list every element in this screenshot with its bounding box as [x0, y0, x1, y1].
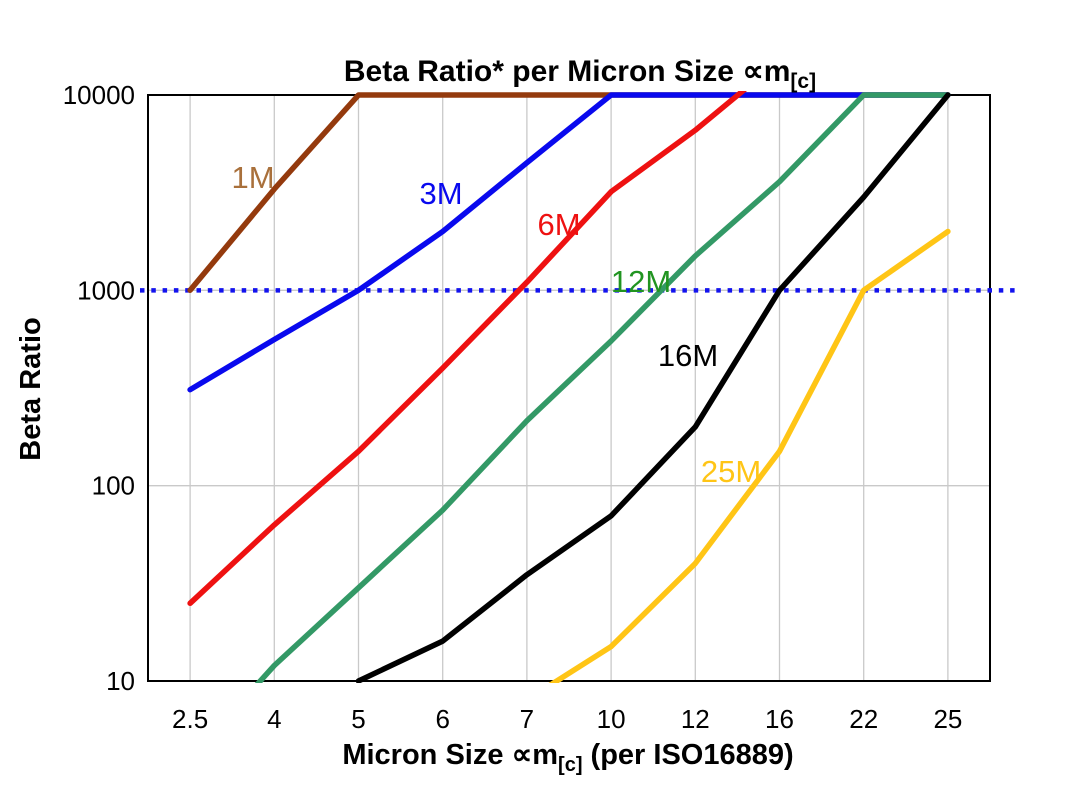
y-axis-title: Beta Ratio	[15, 317, 47, 460]
y-tick-label: 100	[92, 471, 135, 501]
y-tick-label: 10	[106, 666, 135, 696]
series-line-25M	[548, 228, 951, 683]
series-line-6M	[187, 91, 748, 607]
series-group	[187, 91, 951, 683]
series-label-6M: 6M	[537, 207, 580, 242]
x-axis-title: Micron Size ∝m[c] (per ISO16889)	[342, 739, 793, 776]
series-label-12M: 12M	[611, 264, 671, 299]
y-tick-label: 10000	[63, 80, 135, 110]
series-line-3M	[187, 92, 951, 393]
x-tick-label: 22	[849, 704, 878, 734]
series-label-1M: 1M	[231, 160, 274, 195]
series-line-16M	[355, 92, 951, 683]
x-tick-label: 5	[351, 704, 365, 734]
x-tick-label: 10	[597, 704, 626, 734]
x-tick-label: 6	[435, 704, 449, 734]
x-tick-label: 12	[681, 704, 710, 734]
chart-title: Beta Ratio* per Micron Size ∝m[c]	[344, 55, 816, 93]
x-tick-label: 2.5	[172, 704, 208, 734]
series-label-16M: 16M	[658, 338, 718, 373]
x-tick-label: 7	[520, 704, 534, 734]
series-label-25M: 25M	[701, 454, 761, 489]
x-tick-label: 25	[933, 704, 962, 734]
series-label-3M: 3M	[419, 176, 462, 211]
x-tick-label: 4	[267, 704, 281, 734]
series-line-12M	[254, 92, 951, 683]
y-tick-label: 1000	[77, 275, 135, 305]
x-tick-label: 16	[765, 704, 794, 734]
